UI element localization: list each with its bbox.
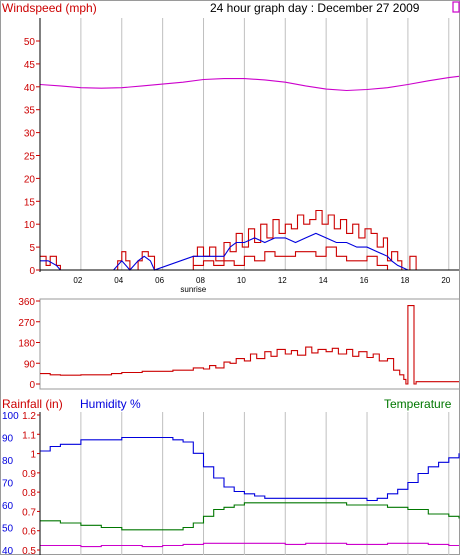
windspeed-tick-label-0: 0 (29, 266, 35, 277)
windspeed-tick-label-30: 30 (24, 129, 36, 140)
humidity-tick-label-60: 60 (2, 501, 14, 512)
x-tick-label-06: 06 (155, 276, 164, 285)
windspeed-axes: 0 5 10 15 20 25 30 35 40 45 50 02 04 06 08 10 12 14 16 18 20 (24, 18, 459, 285)
x-tick-label-16: 16 (360, 276, 369, 285)
windspeed-tick-label-5: 5 (29, 243, 35, 254)
x-tick-label-08: 08 (196, 276, 205, 285)
rain-humidity-temp-panel: Rainfall (in) Humidity % Temperature 40 5… (2, 397, 460, 555)
humidity-label: Humidity % (80, 397, 141, 411)
windspeed-series-3 (40, 232, 459, 271)
x-tick-label-04: 04 (114, 276, 123, 285)
wind-direction-panel: 0 90 180 270 360 (18, 297, 460, 391)
windspeed-panel: Windspeed (mph) 24 hour graph day : Dece… (2, 1, 460, 294)
rain-tick-label-0: 0.5 (22, 546, 36, 555)
rh-series-2 (40, 542, 459, 548)
windspeed-tick-label-40: 40 (24, 83, 36, 94)
x-tick-label-12: 12 (278, 276, 287, 285)
humidity-tick-label-90: 90 (2, 434, 14, 445)
temperature-label: Temperature (384, 397, 452, 411)
windspeed-series-0 (39, 75, 460, 92)
windspeed-tick-label-20: 20 (24, 174, 36, 185)
rainfall-label: Rainfall (in) (2, 397, 63, 411)
humidity-tick-label-50: 50 (2, 524, 14, 535)
windspeed-series (39, 75, 460, 271)
direction-tick-label-270: 270 (18, 318, 35, 329)
chart-title: 24 hour graph day : December 27 2009 (210, 1, 420, 15)
rh-series-1 (40, 502, 460, 531)
humidity-tick-label-40: 40 (2, 546, 14, 555)
sunrise-annotation: sunrise (180, 285, 206, 294)
rain-humidity-axes: 40 50 60 70 80 90 100 0.5 0.6 0.7 0.8 0.9 1 1.1 1.2 (2, 411, 41, 555)
direction-tick-label-180: 180 (18, 339, 35, 350)
humidity-tick-label-100: 100 (2, 411, 19, 422)
x-tick-label-20: 20 (441, 276, 450, 285)
windspeed-tick-label-10: 10 (24, 220, 36, 231)
rh-series-0 (40, 436, 460, 502)
wind-direction-series (40, 305, 459, 385)
legend-marker (452, 1, 460, 13)
windspeed-tick-label-35: 35 (24, 106, 36, 117)
wind-direction-frame (39, 298, 460, 390)
direction-tick-label-0: 0 (29, 380, 35, 391)
direction-tick-label-360: 360 (18, 297, 35, 308)
windspeed-tick-label-45: 45 (24, 60, 36, 71)
rain-tick-label-1: 0.6 (22, 527, 36, 538)
x-tick-label-02: 02 (73, 276, 82, 285)
windspeed-label: Windspeed (mph) (2, 1, 97, 15)
rain-humidity-series (40, 436, 460, 548)
rain-tick-label-6: 1.1 (22, 430, 36, 441)
windspeed-series-2 (193, 246, 389, 270)
rain-tick-label-5: 1 (30, 450, 36, 461)
windspeed-tick-label-25: 25 (24, 152, 36, 163)
wind-direction-series-0 (40, 305, 459, 385)
direction-tick-label-90: 90 (24, 359, 36, 370)
rain-tick-label-4: 0.9 (22, 469, 36, 480)
rain-humidity-grid (80, 412, 450, 555)
x-tick-label-10: 10 (237, 276, 246, 285)
wind-direction-axes: 0 90 180 270 360 (18, 297, 40, 391)
windspeed-tick-label-50: 50 (24, 37, 36, 48)
windspeed-tick-label-15: 15 (24, 197, 36, 208)
rain-tick-label-3: 0.8 (22, 488, 36, 499)
x-tick-label-14: 14 (319, 276, 328, 285)
rain-tick-label-2: 0.7 (22, 507, 36, 518)
humidity-tick-label-80: 80 (2, 456, 14, 467)
windspeed-grid (80, 18, 450, 270)
x-tick-label-18: 18 (400, 276, 409, 285)
rain-tick-label-7: 1.2 (22, 411, 36, 422)
humidity-tick-label-70: 70 (2, 479, 14, 490)
